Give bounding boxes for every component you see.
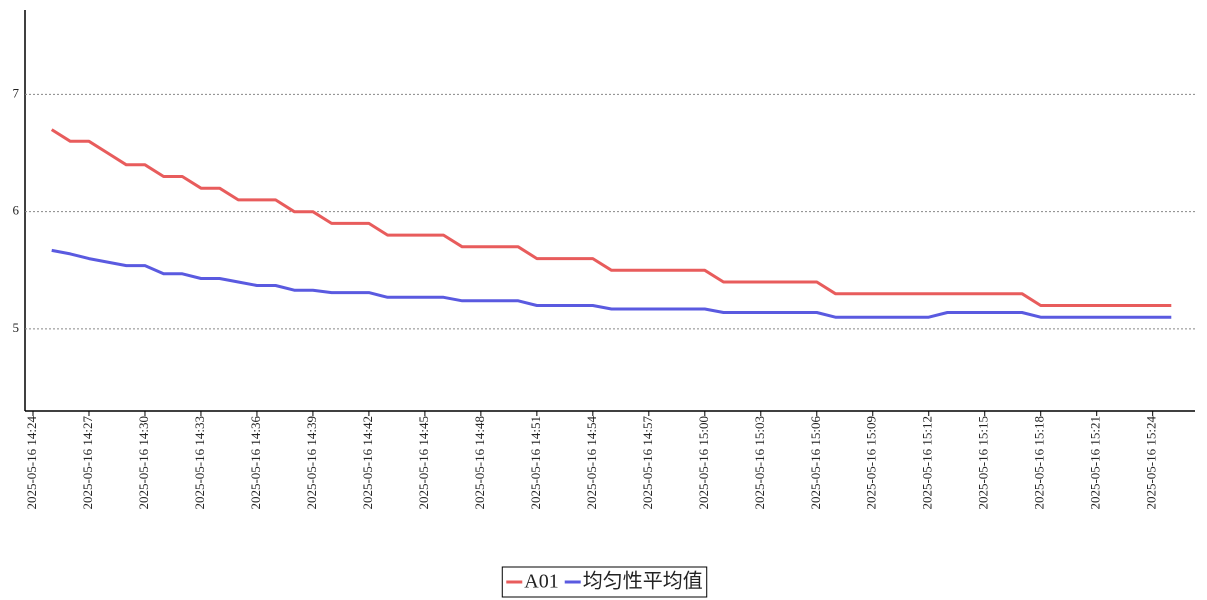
y-tick-label: 5 — [13, 320, 20, 335]
legend-label: 均匀性平均值 — [583, 570, 703, 593]
legend-label: A01 — [524, 571, 558, 593]
x-tick-label: 2025-05-16 15:09 — [864, 416, 879, 510]
series-line — [50, 128, 1172, 307]
x-tick-label: 2025-05-16 14:33 — [192, 416, 207, 510]
legend: A01 均匀性平均值 — [501, 566, 708, 598]
x-tick-label: 2025-05-16 14:45 — [416, 416, 431, 510]
x-tick-label: 2025-05-16 14:48 — [472, 416, 487, 510]
y-tick-label: 6 — [13, 203, 20, 218]
y-tick-label: 7 — [13, 85, 20, 100]
x-tick-label: 2025-05-16 14:36 — [248, 416, 263, 510]
x-tick-label: 2025-05-16 14:51 — [528, 416, 543, 510]
x-tick-label: 2025-05-16 14:24 — [24, 416, 39, 510]
legend-box — [501, 566, 708, 598]
x-tick-label: 2025-05-16 15:18 — [1032, 416, 1047, 510]
x-tick-label: 2025-05-16 14:42 — [360, 416, 375, 510]
x-tick-label: 2025-05-16 14:30 — [136, 416, 151, 510]
x-tick-label: 2025-05-16 14:27 — [80, 416, 95, 510]
x-tick-label: 2025-05-16 15:24 — [1144, 416, 1159, 510]
x-tick-label: 2025-05-16 15:21 — [1088, 416, 1103, 510]
x-tick-label: 2025-05-16 15:06 — [808, 416, 823, 510]
x-tick-label: 2025-05-16 15:15 — [976, 416, 991, 510]
x-tick-label: 2025-05-16 14:57 — [640, 416, 655, 510]
x-tick-label: 2025-05-16 14:54 — [584, 416, 599, 510]
x-tick-label: 2025-05-16 15:12 — [920, 416, 935, 510]
x-tick-label: 2025-05-16 15:03 — [752, 416, 767, 510]
series-line — [51, 248, 1172, 319]
x-tick-label: 2025-05-16 14:39 — [304, 416, 319, 510]
x-tick-label: 2025-05-16 15:00 — [696, 416, 711, 510]
